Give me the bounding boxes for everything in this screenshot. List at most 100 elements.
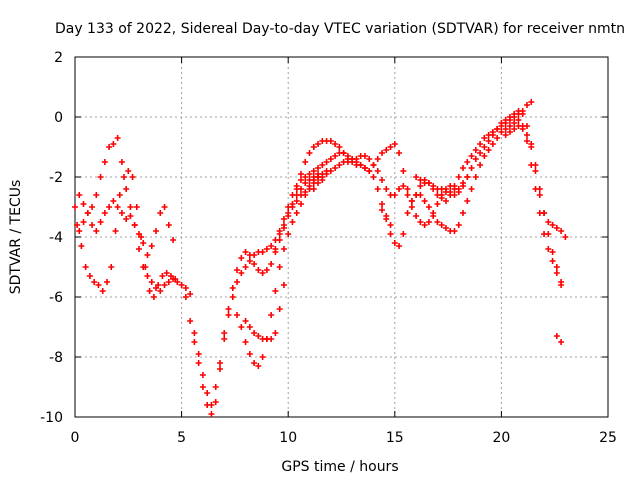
data-point (293, 198, 300, 204)
data-point (515, 123, 522, 129)
data-point (268, 312, 275, 318)
data-point (246, 324, 253, 330)
data-point (421, 222, 428, 228)
data-point (558, 339, 565, 345)
data-point (370, 174, 377, 180)
data-point (93, 228, 100, 234)
data-point (340, 150, 347, 156)
data-point (502, 126, 509, 132)
data-point (468, 165, 475, 171)
data-point (447, 189, 454, 195)
y-tick-label: 0 (54, 110, 63, 126)
data-point (221, 336, 228, 342)
data-point (144, 252, 151, 258)
data-point (127, 204, 134, 210)
data-point (323, 159, 330, 165)
data-point (408, 198, 415, 204)
data-point (485, 147, 492, 153)
data-point (438, 222, 445, 228)
data-point (519, 126, 526, 132)
data-point (374, 186, 381, 192)
data-point (472, 174, 479, 180)
data-point (216, 360, 223, 366)
data-point (545, 231, 552, 237)
data-point (515, 108, 522, 114)
data-point (142, 264, 149, 270)
data-point (455, 174, 462, 180)
data-point (131, 222, 138, 228)
data-point (208, 402, 215, 408)
data-point (272, 246, 279, 252)
data-point (110, 141, 117, 147)
data-point (195, 360, 202, 366)
data-point (327, 168, 334, 174)
data-point (234, 267, 241, 273)
data-point (549, 249, 556, 255)
data-point (161, 204, 168, 210)
x-axis-label: GPS time / hours (281, 459, 398, 475)
data-point (159, 273, 166, 279)
data-point (460, 180, 467, 186)
data-point (379, 177, 386, 183)
data-point (212, 384, 219, 390)
data-point (242, 339, 249, 345)
data-point (251, 330, 258, 336)
data-point (489, 141, 496, 147)
data-point (523, 138, 530, 144)
data-point (396, 186, 403, 192)
data-point (97, 174, 104, 180)
data-point (451, 228, 458, 234)
data-point (246, 351, 253, 357)
axis-ticks (74, 56, 609, 418)
data-point (148, 243, 155, 249)
data-point (477, 141, 484, 147)
data-point (106, 144, 113, 150)
data-point (366, 156, 373, 162)
data-point (528, 144, 535, 150)
data-point (268, 243, 275, 249)
y-tick-label: 2 (54, 50, 63, 66)
data-point (182, 285, 189, 291)
data-point (336, 162, 343, 168)
data-point (234, 312, 241, 318)
data-point (438, 192, 445, 198)
data-point (553, 264, 560, 270)
data-point (259, 354, 266, 360)
data-point (468, 153, 475, 159)
data-point (319, 162, 326, 168)
data-point (379, 150, 386, 156)
data-point (103, 279, 110, 285)
data-point (238, 255, 245, 261)
x-tick-labels: 0 5 10 15 20 25 (71, 430, 617, 446)
data-point (74, 222, 81, 228)
data-point (259, 249, 266, 255)
data-point (336, 144, 343, 150)
data-point (251, 360, 258, 366)
data-point (99, 288, 106, 294)
data-point (255, 363, 262, 369)
data-point (272, 288, 279, 294)
data-point (135, 246, 142, 252)
data-point (511, 111, 518, 117)
data-point (302, 174, 309, 180)
data-point (477, 150, 484, 156)
data-point (515, 117, 522, 123)
data-point (315, 171, 322, 177)
data-point (146, 288, 153, 294)
data-point (110, 198, 117, 204)
data-point (332, 141, 339, 147)
data-point (150, 294, 157, 300)
data-point (366, 168, 373, 174)
data-point (280, 225, 287, 231)
x-tick-label: 5 (177, 430, 186, 446)
data-point (553, 270, 560, 276)
data-point (506, 129, 513, 135)
data-point (255, 267, 262, 273)
data-point (285, 231, 292, 237)
data-point (263, 267, 270, 273)
data-point (259, 270, 266, 276)
data-point (425, 204, 432, 210)
data-point (167, 273, 174, 279)
data-point (421, 198, 428, 204)
data-point (464, 174, 471, 180)
